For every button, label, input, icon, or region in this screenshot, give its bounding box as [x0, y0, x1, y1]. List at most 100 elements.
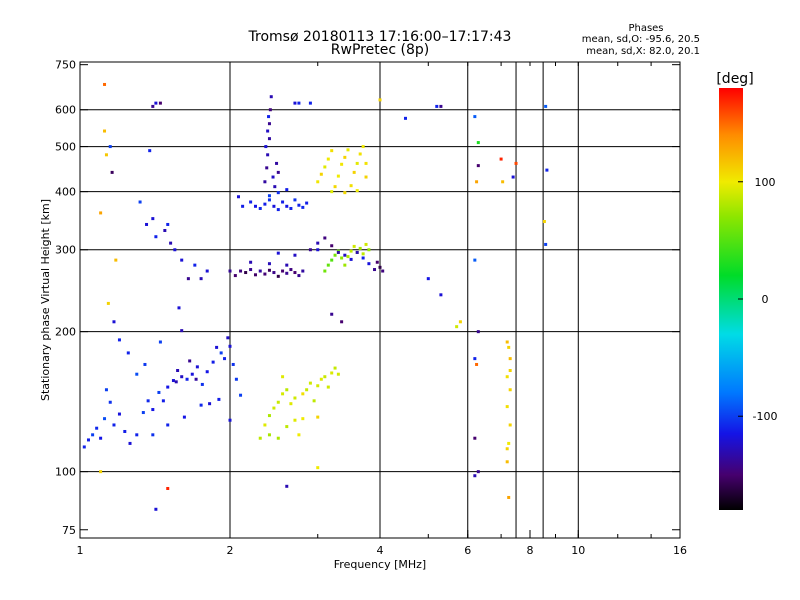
scatter-point — [285, 484, 289, 488]
y-tick-label: 750 — [55, 59, 76, 72]
colorbar: 100 0 -100 — [719, 88, 777, 510]
scatter-point — [507, 495, 511, 499]
scatter-point — [349, 184, 353, 188]
scatter-point — [108, 400, 112, 404]
scatter-point — [326, 157, 330, 161]
y-tick-label: 100 — [55, 466, 76, 479]
scatter-point — [272, 271, 276, 275]
scatter-point — [505, 340, 509, 344]
scatter-point — [340, 162, 344, 166]
scatter-point — [180, 329, 184, 333]
scatter-point — [355, 161, 359, 165]
scatter-point — [297, 274, 301, 278]
scatter-point — [545, 168, 549, 172]
scatter-point — [308, 101, 312, 105]
scatter-point — [126, 351, 130, 355]
scatter-point — [157, 390, 161, 394]
colorbar-tick-label: 100 — [755, 176, 776, 189]
chart-title: Tromsø 20180113 17:16:00–17:17:43 — [248, 29, 512, 45]
scatter-point — [188, 359, 192, 363]
scatter-point — [276, 400, 280, 404]
scatter-point — [305, 201, 309, 205]
scatter-point — [151, 408, 155, 412]
scatter-point — [166, 222, 170, 226]
scatter-point — [244, 271, 248, 275]
scatter-point — [343, 191, 347, 195]
scatter-point — [458, 320, 462, 324]
scatter-point — [352, 244, 356, 248]
scatter-point — [173, 248, 177, 252]
scatter-point — [367, 248, 371, 252]
scatter-point — [312, 399, 316, 403]
scatter-point — [293, 418, 297, 422]
scatter-point — [505, 405, 509, 409]
scatter-point — [236, 195, 240, 199]
scatter-point — [346, 255, 350, 259]
scatter-point — [455, 325, 459, 329]
scatter-point — [358, 246, 362, 250]
scatter-point — [273, 185, 277, 189]
scatter-point — [263, 423, 267, 427]
scatter-point — [316, 180, 320, 184]
scatter-point — [174, 380, 178, 384]
scatter-point — [180, 375, 184, 379]
phases-line-x: mean, sd,X: 82.0, 20.1 — [586, 46, 700, 57]
y-tick-label: 400 — [55, 186, 76, 199]
scatter-point — [211, 360, 215, 364]
scatter-point — [200, 382, 204, 386]
scatter-point — [263, 180, 267, 184]
scatter-point — [233, 274, 237, 278]
scatter-point — [110, 170, 114, 174]
scatter-point — [166, 486, 170, 490]
scatter-point — [158, 340, 162, 344]
scatter-point — [305, 388, 309, 392]
scatter-point — [326, 263, 330, 267]
scatter-point — [336, 372, 340, 376]
scatter-point — [176, 369, 180, 373]
scatter-point — [323, 165, 327, 169]
scatter-point — [323, 269, 327, 273]
scatter-point — [285, 263, 289, 267]
scatter-point — [106, 301, 110, 305]
scatter-point — [267, 194, 271, 198]
scatter-point — [267, 198, 271, 202]
scatter-point — [158, 101, 162, 105]
scatter-point — [114, 258, 118, 262]
scatter-point — [258, 206, 262, 210]
scatter-point — [135, 372, 139, 376]
y-tick-label: 300 — [55, 244, 76, 257]
y-tick-label: 600 — [55, 104, 76, 117]
scatter-point — [217, 397, 221, 401]
scatter-point — [215, 345, 219, 349]
x-tick-label: 2 — [227, 544, 234, 557]
scatter-point — [234, 377, 238, 381]
scatter-point — [91, 433, 95, 437]
scatter-point — [293, 396, 297, 400]
scatter-point — [473, 474, 477, 478]
scatter-point — [439, 104, 443, 108]
scatter-point — [231, 362, 235, 366]
scatter-point — [285, 388, 289, 392]
scatter-point — [323, 375, 327, 379]
scatter-point — [103, 82, 107, 86]
scatter-point — [333, 185, 337, 189]
scatter-point — [475, 362, 479, 366]
scatter-point — [403, 116, 407, 120]
scatter-point — [343, 263, 347, 267]
scatter-point — [508, 369, 512, 373]
scatter-point — [308, 248, 312, 252]
scatter-point — [378, 98, 382, 102]
phases-heading: Phases — [628, 23, 663, 34]
scatter-point — [285, 425, 289, 429]
scatter-point — [228, 269, 232, 273]
scatter-point — [267, 122, 271, 126]
scatter-point — [265, 166, 269, 170]
scatter-point — [190, 372, 194, 376]
scatter-point — [358, 152, 362, 156]
plot-area: 1 2 4 6 8 10 16 75 100 200 300 400 500 600 750 — [55, 59, 687, 557]
y-tick-label: 200 — [55, 326, 76, 339]
scatter-point — [301, 205, 305, 209]
scatter-point — [381, 269, 385, 273]
scatter-point — [263, 202, 267, 206]
x-tick-label: 4 — [377, 544, 384, 557]
